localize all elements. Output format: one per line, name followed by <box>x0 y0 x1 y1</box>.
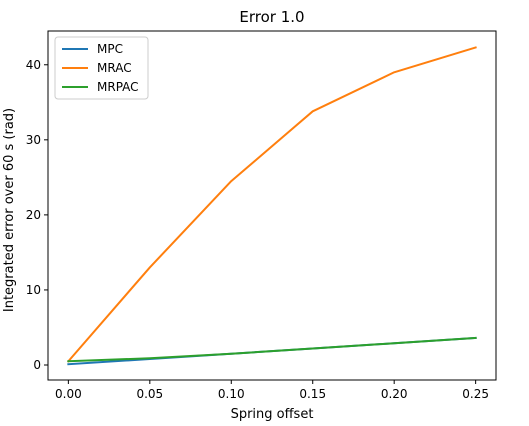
x-axis-label: Spring offset <box>231 407 314 422</box>
legend-label-mpc: MPC <box>97 42 123 56</box>
legend-label-mrac: MRAC <box>97 61 132 75</box>
y-tick-label: 40 <box>26 58 41 72</box>
y-tick-label: 30 <box>26 133 41 147</box>
legend: MPC MRAC MRPAC <box>54 36 149 100</box>
y-tick-label: 0 <box>33 358 41 372</box>
y-axis-label: Integrated error over 60 s (rad) <box>2 108 17 312</box>
chart-title: Error 1.0 <box>239 8 304 26</box>
x-tick-label: 0.25 <box>462 387 489 401</box>
x-tick-label: 0.15 <box>299 387 326 401</box>
series-line-mrac <box>66 46 477 363</box>
x-tick-label: 0.10 <box>218 387 245 401</box>
legend-label-mrpac: MRPAC <box>97 80 139 94</box>
y-tick-label: 10 <box>26 283 41 297</box>
x-tick-label: 0.05 <box>136 387 163 401</box>
legend-box <box>54 36 149 100</box>
series-line-mrpac <box>67 336 477 363</box>
y-tick-label: 20 <box>26 208 41 222</box>
plot-area: 0.00 0.05 0.10 0.15 0.20 0.25 0 10 20 30 40 <box>26 30 497 401</box>
x-tick-label: 0.20 <box>381 387 408 401</box>
x-tick-label: 0.00 <box>55 387 82 401</box>
plot-frame <box>47 30 497 381</box>
